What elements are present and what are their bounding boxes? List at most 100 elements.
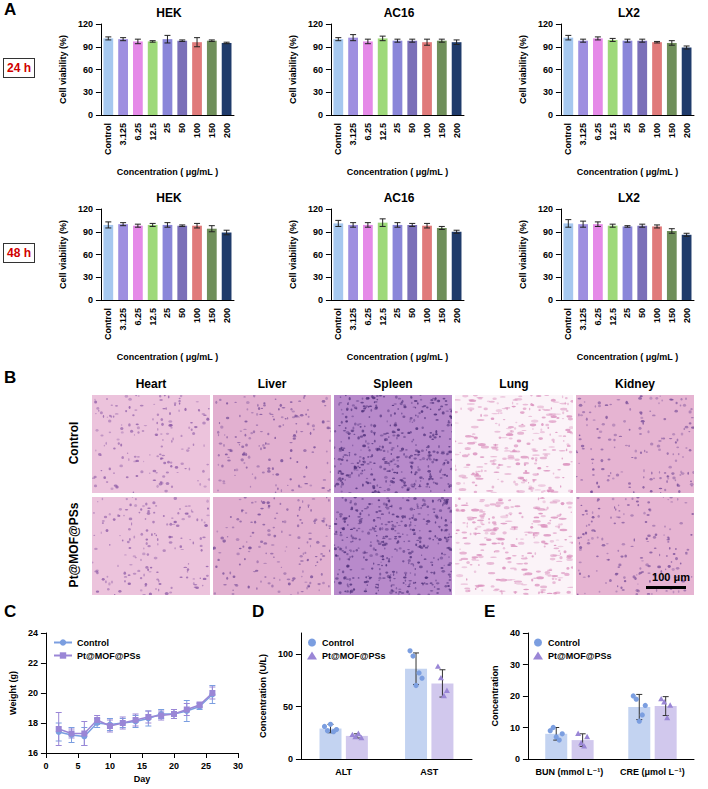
svg-text:BUN (mmol L⁻¹): BUN (mmol L⁻¹) xyxy=(536,767,604,777)
svg-text:50: 50 xyxy=(407,123,417,133)
svg-text:30: 30 xyxy=(83,272,93,282)
svg-text:200: 200 xyxy=(682,308,692,323)
svg-text:3.125: 3.125 xyxy=(118,123,128,146)
svg-text:AC16: AC16 xyxy=(384,6,415,20)
svg-text:Cell viability (%): Cell viability (%) xyxy=(518,220,528,289)
svg-text:200: 200 xyxy=(452,308,462,323)
svg-text:90: 90 xyxy=(313,42,323,52)
svg-text:150: 150 xyxy=(437,123,447,138)
svg-text:90: 90 xyxy=(543,227,553,237)
svg-text:3.125: 3.125 xyxy=(578,308,588,331)
svg-text:6.25: 6.25 xyxy=(593,308,603,326)
svg-text:30: 30 xyxy=(313,272,323,282)
svg-text:3.125: 3.125 xyxy=(118,308,128,331)
svg-text:0: 0 xyxy=(548,110,553,120)
svg-text:16: 16 xyxy=(28,748,38,758)
svg-text:LX2: LX2 xyxy=(618,6,640,20)
svg-text:Control: Control xyxy=(563,123,573,155)
svg-text:120: 120 xyxy=(78,204,93,214)
svg-text:120: 120 xyxy=(308,204,323,214)
svg-text:6.25: 6.25 xyxy=(593,123,603,141)
svg-text:ALT: ALT xyxy=(335,767,352,777)
svg-text:60: 60 xyxy=(313,65,323,75)
svg-text:LX2: LX2 xyxy=(618,191,640,205)
svg-text:100: 100 xyxy=(422,123,432,138)
svg-text:25: 25 xyxy=(622,308,632,318)
svg-text:30: 30 xyxy=(83,87,93,97)
svg-text:AST: AST xyxy=(420,767,439,777)
svg-text:Concentration: Concentration xyxy=(490,665,500,726)
svg-text:90: 90 xyxy=(543,42,553,52)
svg-text:120: 120 xyxy=(538,19,553,29)
svg-text:Concentration ( μg/mL ): Concentration ( μg/mL ) xyxy=(577,167,678,177)
svg-text:12.5: 12.5 xyxy=(608,123,618,141)
svg-text:20: 20 xyxy=(28,688,38,698)
svg-text:50: 50 xyxy=(283,702,293,712)
svg-text:Cell viability (%): Cell viability (%) xyxy=(58,220,68,289)
svg-text:50: 50 xyxy=(637,308,647,318)
svg-text:12.5: 12.5 xyxy=(148,123,158,141)
svg-text:Pt@MOF@PSs: Pt@MOF@PSs xyxy=(77,651,141,661)
svg-text:0: 0 xyxy=(43,761,48,771)
svg-text:0: 0 xyxy=(318,295,323,305)
svg-text:40: 40 xyxy=(510,628,520,638)
svg-text:25: 25 xyxy=(162,308,172,318)
svg-text:150: 150 xyxy=(437,308,447,323)
svg-text:0: 0 xyxy=(548,295,553,305)
svg-text:20: 20 xyxy=(510,691,520,701)
svg-text:60: 60 xyxy=(543,250,553,260)
svg-text:200: 200 xyxy=(222,123,232,138)
svg-text:50: 50 xyxy=(407,308,417,318)
svg-text:25: 25 xyxy=(392,308,402,318)
svg-text:Control: Control xyxy=(103,308,113,340)
svg-text:6.25: 6.25 xyxy=(363,123,373,141)
svg-text:Control: Control xyxy=(103,123,113,155)
svg-text:24: 24 xyxy=(28,628,38,638)
svg-text:200: 200 xyxy=(222,308,232,323)
svg-text:100: 100 xyxy=(192,123,202,138)
svg-text:25: 25 xyxy=(201,761,211,771)
svg-text:12.5: 12.5 xyxy=(148,308,158,326)
svg-text:150: 150 xyxy=(667,123,677,138)
svg-text:30: 30 xyxy=(313,87,323,97)
svg-text:Control: Control xyxy=(333,123,343,155)
svg-text:Control: Control xyxy=(322,638,354,648)
svg-text:22: 22 xyxy=(28,658,38,668)
svg-text:30: 30 xyxy=(543,87,553,97)
svg-text:Concentration (U/L): Concentration (U/L) xyxy=(258,654,268,738)
svg-text:AC16: AC16 xyxy=(384,191,415,205)
svg-text:150: 150 xyxy=(667,308,677,323)
svg-text:CRE (μmol L⁻¹): CRE (μmol L⁻¹) xyxy=(620,767,685,777)
svg-text:60: 60 xyxy=(83,65,93,75)
svg-text:12.5: 12.5 xyxy=(378,123,388,141)
svg-text:Pt@MOF@PSs: Pt@MOF@PSs xyxy=(548,651,612,661)
svg-text:150: 150 xyxy=(207,308,217,323)
svg-text:25: 25 xyxy=(392,123,402,133)
svg-text:30: 30 xyxy=(543,272,553,282)
svg-text:Control: Control xyxy=(77,638,109,648)
svg-text:Concentration ( μg/mL ): Concentration ( μg/mL ) xyxy=(347,167,448,177)
svg-text:120: 120 xyxy=(78,19,93,29)
svg-text:120: 120 xyxy=(308,19,323,29)
svg-text:Weight (g): Weight (g) xyxy=(8,671,18,715)
svg-text:30: 30 xyxy=(233,761,243,771)
svg-text:HEK: HEK xyxy=(156,6,182,20)
svg-text:Cell viability (%): Cell viability (%) xyxy=(288,35,298,104)
svg-text:20: 20 xyxy=(169,761,179,771)
svg-text:90: 90 xyxy=(313,227,323,237)
svg-text:90: 90 xyxy=(83,227,93,237)
svg-text:100: 100 xyxy=(422,308,432,323)
svg-text:15: 15 xyxy=(137,761,147,771)
svg-text:0: 0 xyxy=(515,754,520,764)
svg-text:200: 200 xyxy=(682,123,692,138)
svg-text:10: 10 xyxy=(105,761,115,771)
svg-text:6.25: 6.25 xyxy=(363,308,373,326)
svg-text:50: 50 xyxy=(177,308,187,318)
svg-text:50: 50 xyxy=(177,123,187,133)
svg-text:60: 60 xyxy=(83,250,93,260)
svg-text:0: 0 xyxy=(318,110,323,120)
svg-text:25: 25 xyxy=(622,123,632,133)
svg-text:Control: Control xyxy=(548,638,580,648)
svg-text:6.25: 6.25 xyxy=(133,123,143,141)
svg-text:60: 60 xyxy=(313,250,323,260)
